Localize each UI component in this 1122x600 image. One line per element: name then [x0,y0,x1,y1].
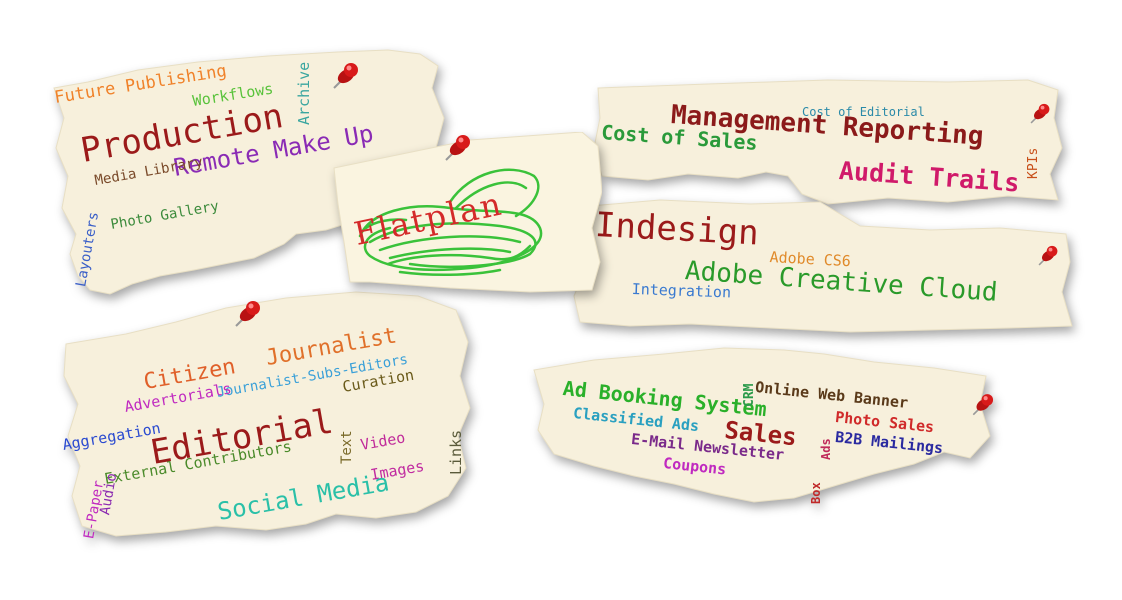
word-ads: Ads [819,438,833,460]
pushpin-icon [1030,103,1050,124]
note-indesign: Indesign Adobe CS6 Adobe Creative Cloud … [570,196,1076,336]
paper-shape [53,49,445,295]
word-box: Box [809,482,823,504]
paper-shape [333,132,602,293]
pushpin-icon [333,63,358,89]
paper-shape [593,79,1063,205]
word-cost-of-editorial: Cost of Editorial [802,105,925,119]
paper-shape [63,291,471,537]
note-sales: Ad Booking System CRM Online Web Banner … [524,344,996,504]
pushpin-icon [235,301,260,327]
paper-shape [533,347,991,503]
word-kpis: KPIs [1026,147,1041,179]
word-indesign: Indesign [594,205,760,254]
note-production: Future Publishing Workflows Archive Prod… [48,48,448,298]
word-text: Text [339,430,355,464]
pushpin-icon [1038,245,1058,266]
paper-shape [573,199,1073,333]
word-links: Links [447,429,465,475]
word-archive: Archive [295,61,313,125]
pushpin-icon [972,394,994,416]
scribble-drawing [358,168,543,277]
note-editorial: Citizen Journalist Journalist-Subs-Edito… [56,286,476,540]
pushpin-icon [445,135,470,161]
word-integration: Integration [631,280,732,302]
note-management: Cost of Editorial Management Reporting C… [588,78,1066,208]
note-flatplan: Flatplan [330,132,602,294]
